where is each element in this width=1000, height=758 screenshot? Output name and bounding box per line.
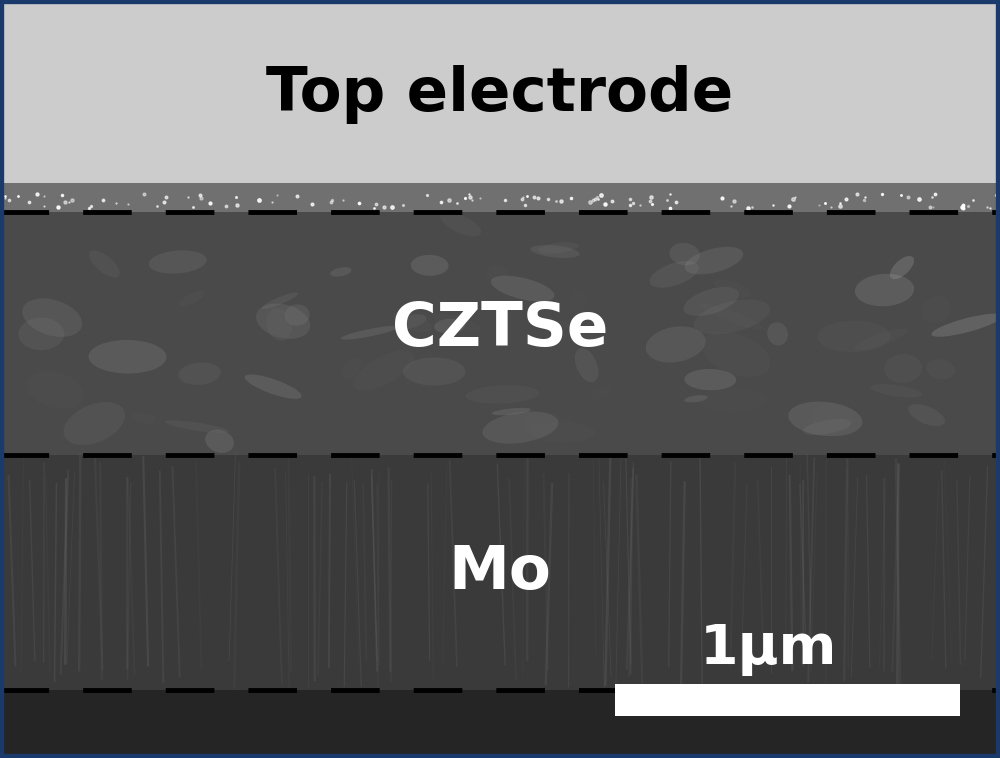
Ellipse shape (393, 312, 433, 332)
Ellipse shape (245, 374, 302, 399)
Ellipse shape (411, 255, 449, 276)
Ellipse shape (714, 279, 750, 298)
Ellipse shape (586, 361, 654, 381)
Ellipse shape (884, 354, 922, 383)
Ellipse shape (701, 388, 768, 413)
Ellipse shape (880, 339, 916, 365)
Ellipse shape (650, 261, 699, 288)
Ellipse shape (530, 245, 580, 258)
Ellipse shape (341, 326, 399, 340)
Ellipse shape (466, 385, 539, 404)
Ellipse shape (855, 274, 914, 306)
Ellipse shape (767, 322, 788, 346)
Ellipse shape (149, 250, 207, 274)
Ellipse shape (803, 419, 851, 435)
Ellipse shape (262, 293, 298, 309)
Ellipse shape (131, 412, 156, 424)
Ellipse shape (684, 369, 736, 390)
Ellipse shape (285, 305, 310, 326)
Ellipse shape (646, 326, 706, 362)
Ellipse shape (669, 243, 700, 265)
Ellipse shape (522, 413, 583, 440)
Ellipse shape (266, 309, 292, 341)
Ellipse shape (330, 268, 352, 277)
Bar (0, 212, 1000, 455)
Ellipse shape (685, 247, 743, 274)
Ellipse shape (817, 321, 890, 352)
Ellipse shape (89, 250, 120, 277)
Ellipse shape (22, 299, 82, 337)
Ellipse shape (931, 314, 1000, 337)
Ellipse shape (921, 296, 951, 323)
Ellipse shape (491, 276, 554, 302)
Ellipse shape (179, 291, 204, 307)
Ellipse shape (492, 408, 531, 415)
Bar (0, 455, 1000, 690)
Ellipse shape (569, 290, 585, 317)
Ellipse shape (18, 318, 64, 350)
Ellipse shape (440, 212, 481, 236)
Ellipse shape (870, 384, 922, 397)
Ellipse shape (694, 299, 770, 334)
Ellipse shape (908, 404, 945, 426)
Ellipse shape (178, 362, 221, 385)
Ellipse shape (89, 340, 167, 374)
Ellipse shape (890, 256, 914, 279)
Ellipse shape (812, 402, 853, 434)
Ellipse shape (559, 321, 606, 343)
Bar (0, 0, 1000, 212)
Ellipse shape (788, 402, 862, 436)
Ellipse shape (256, 303, 310, 339)
Ellipse shape (585, 338, 604, 347)
Ellipse shape (702, 332, 770, 377)
Ellipse shape (683, 287, 739, 316)
Text: Mo: Mo (449, 543, 551, 602)
Ellipse shape (684, 395, 708, 402)
Ellipse shape (165, 420, 229, 433)
Text: Top electrode: Top electrode (266, 65, 734, 124)
Bar (615, 684, 960, 716)
Ellipse shape (403, 358, 466, 386)
Ellipse shape (530, 422, 595, 443)
Ellipse shape (63, 402, 125, 445)
Bar (0, 183, 1000, 212)
Ellipse shape (854, 328, 907, 350)
Text: 1μm: 1μm (700, 622, 837, 676)
Ellipse shape (432, 314, 480, 331)
Ellipse shape (700, 304, 763, 330)
Ellipse shape (486, 265, 508, 281)
Ellipse shape (538, 242, 579, 254)
Ellipse shape (397, 315, 426, 329)
Ellipse shape (482, 412, 558, 443)
Ellipse shape (341, 357, 361, 379)
Ellipse shape (575, 348, 598, 382)
Ellipse shape (26, 371, 84, 409)
Bar (0, 690, 1000, 758)
Text: CZTSe: CZTSe (392, 300, 608, 359)
Ellipse shape (591, 387, 612, 399)
Ellipse shape (205, 430, 234, 453)
Ellipse shape (926, 359, 955, 380)
Ellipse shape (353, 350, 414, 390)
Ellipse shape (434, 319, 465, 334)
